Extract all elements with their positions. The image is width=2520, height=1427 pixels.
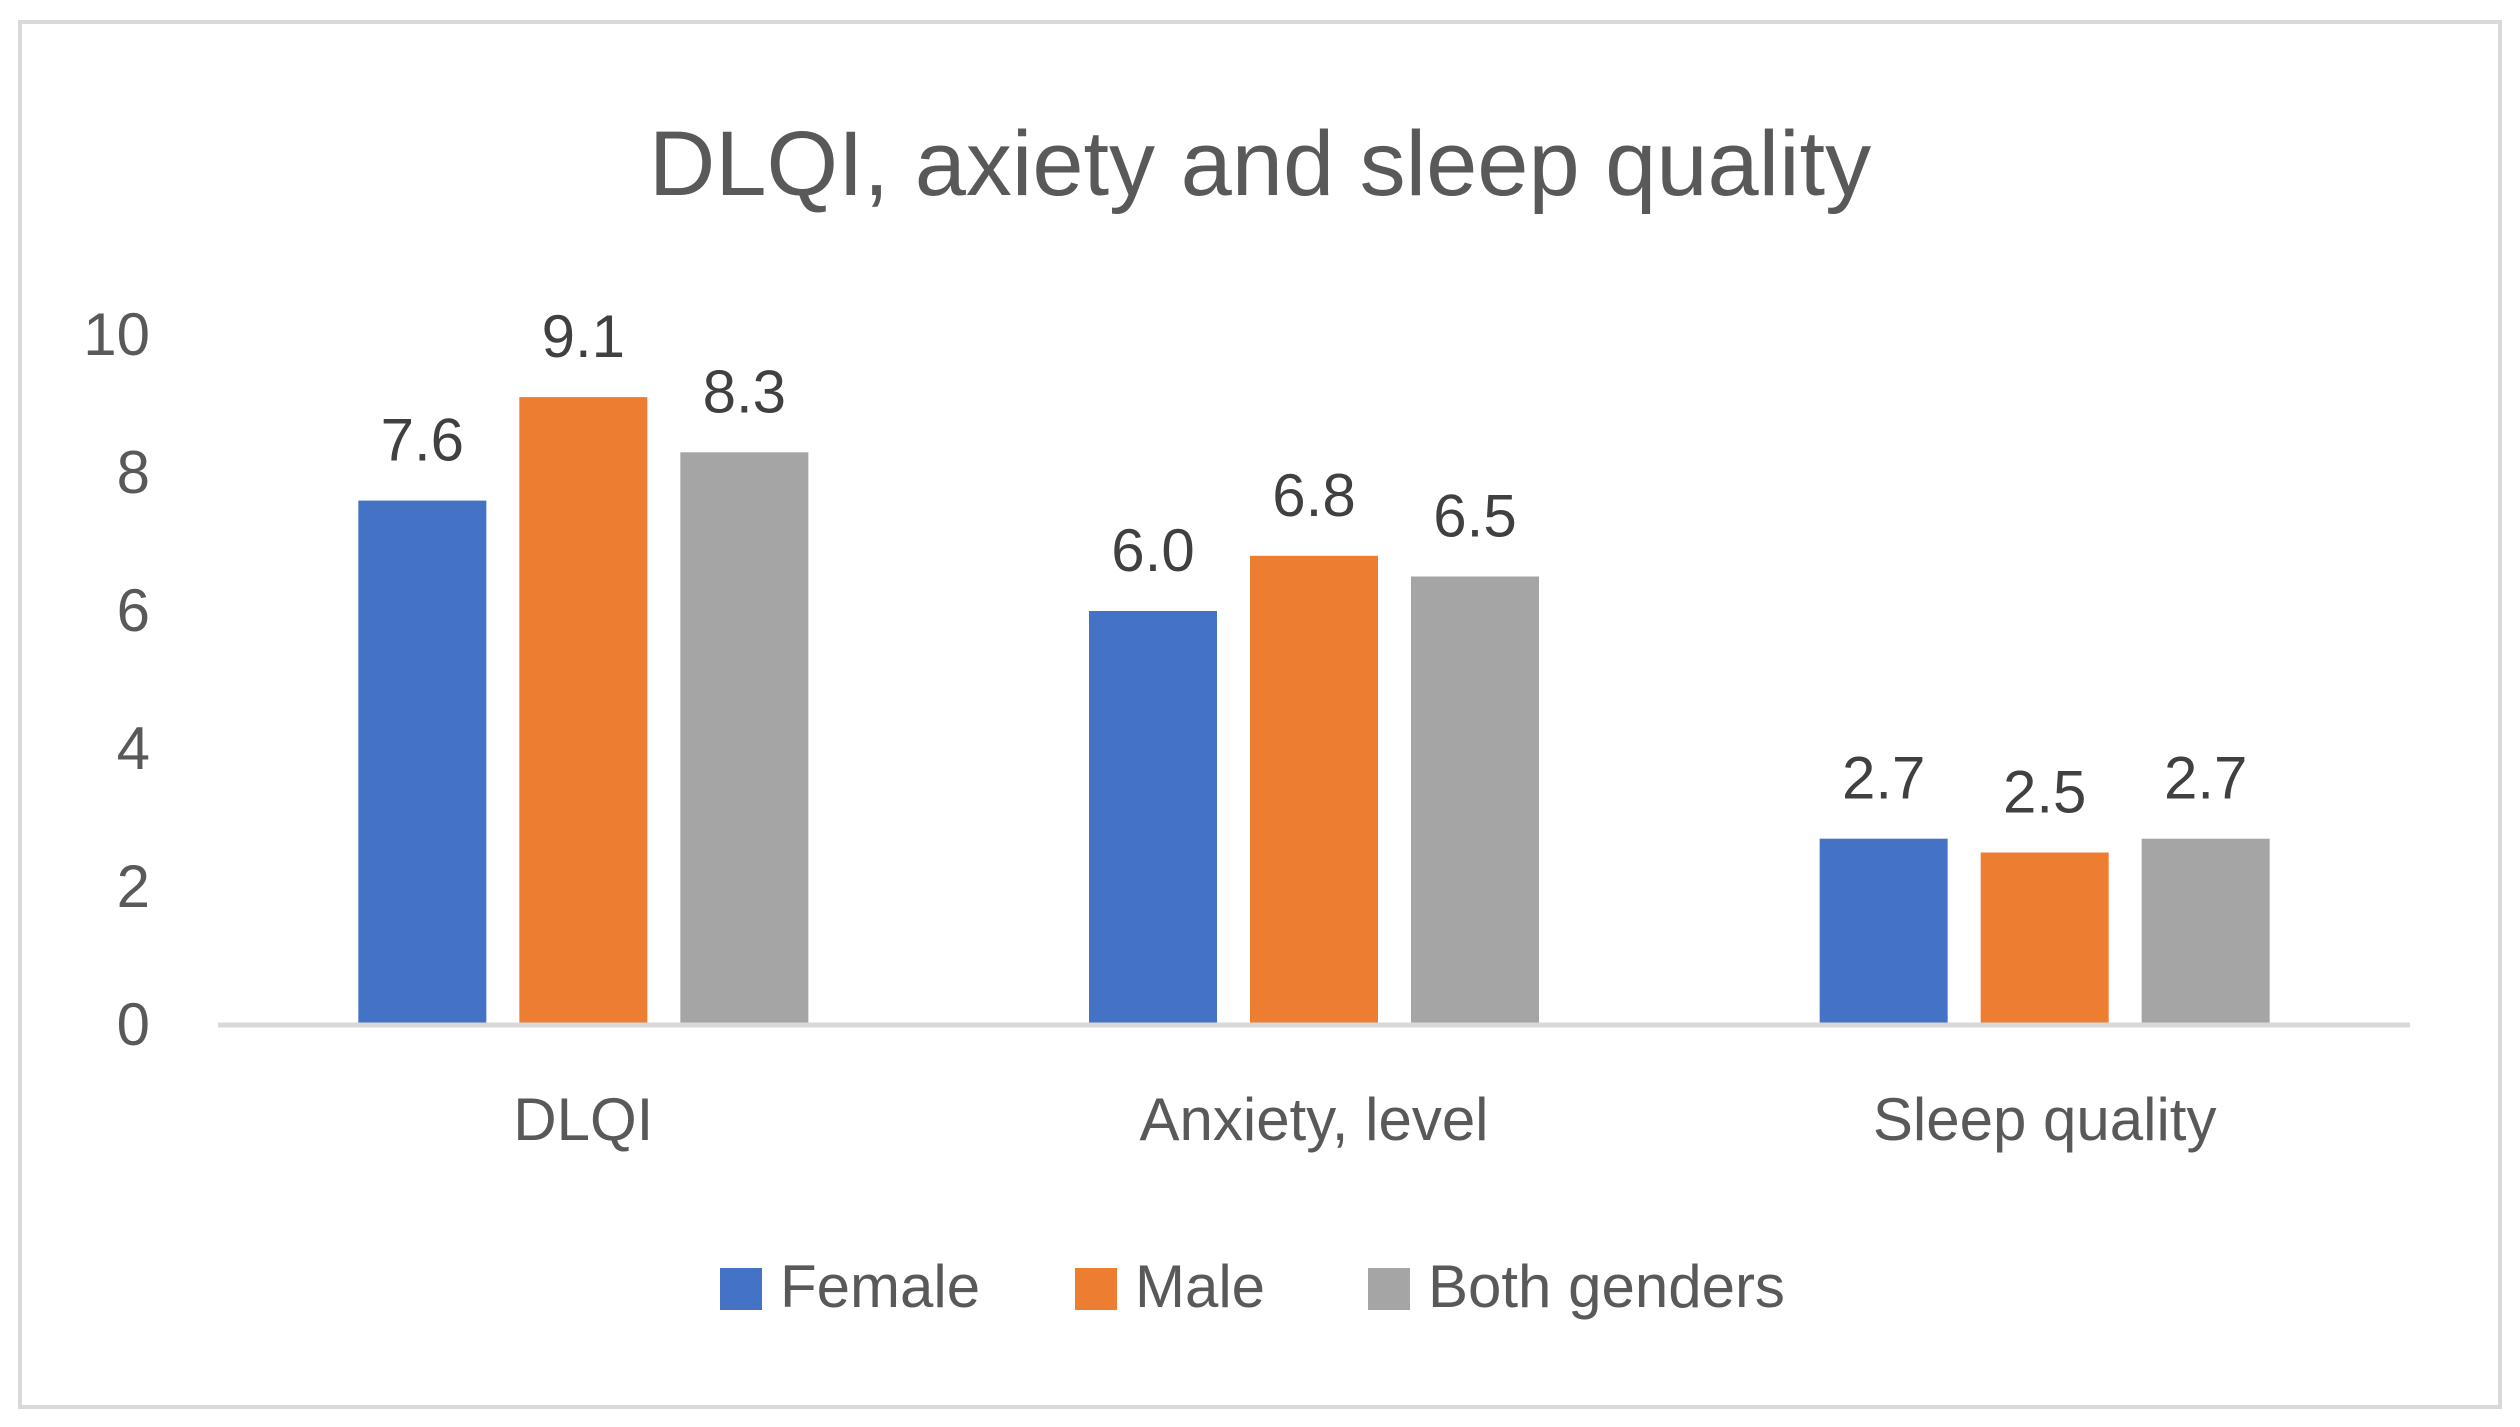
legend-swatch bbox=[720, 1268, 762, 1310]
data-label: 2.5 bbox=[2003, 759, 2086, 826]
bar bbox=[519, 397, 648, 1026]
legend: Female Male Both genders bbox=[720, 1253, 1785, 1320]
data-labels: 7.6 9.1 8.3 6.0 6.8 6.5 2.7 2.5 2.7 bbox=[381, 303, 2248, 825]
x-tick-label: DLQI bbox=[513, 1086, 653, 1153]
chart-title: DLQI, axiety and sleep quality bbox=[649, 113, 1871, 215]
bar bbox=[358, 500, 487, 1026]
legend-swatch bbox=[1075, 1268, 1117, 1310]
legend-swatch bbox=[1368, 1268, 1410, 1310]
x-tick-label: Sleep quality bbox=[1873, 1086, 2217, 1153]
data-label: 9.1 bbox=[542, 303, 625, 370]
data-label: 6.8 bbox=[1272, 462, 1355, 529]
bar bbox=[680, 452, 809, 1025]
data-label: 7.6 bbox=[381, 407, 464, 474]
y-tick-label: 4 bbox=[117, 715, 150, 782]
bar bbox=[1089, 611, 1217, 1025]
bar bbox=[1250, 555, 1378, 1025]
bar bbox=[2141, 838, 2270, 1025]
y-tick-label: 10 bbox=[83, 301, 150, 368]
x-tick-label: Anxiety, level bbox=[1139, 1086, 1488, 1153]
data-label: 6.5 bbox=[1433, 483, 1516, 550]
data-label: 8.3 bbox=[703, 358, 786, 425]
data-label: 2.7 bbox=[2164, 745, 2247, 812]
bar bbox=[1980, 852, 2109, 1025]
legend-label: Male bbox=[1135, 1253, 1265, 1320]
bars bbox=[358, 397, 2270, 1026]
bar bbox=[1819, 838, 1948, 1025]
y-tick-label: 0 bbox=[117, 991, 150, 1058]
bar bbox=[1411, 576, 1539, 1025]
x-axis-categories: DLQI Anxiety, level Sleep quality bbox=[513, 1086, 2216, 1153]
y-axis-ticks: 0 2 4 6 8 10 bbox=[83, 301, 150, 1058]
y-tick-label: 2 bbox=[117, 853, 150, 920]
data-label: 2.7 bbox=[1842, 745, 1925, 812]
legend-label: Both genders bbox=[1428, 1253, 1785, 1320]
y-tick-label: 6 bbox=[117, 577, 150, 644]
legend-label: Female bbox=[780, 1253, 980, 1320]
data-label: 6.0 bbox=[1111, 517, 1194, 584]
y-tick-label: 8 bbox=[117, 439, 150, 506]
